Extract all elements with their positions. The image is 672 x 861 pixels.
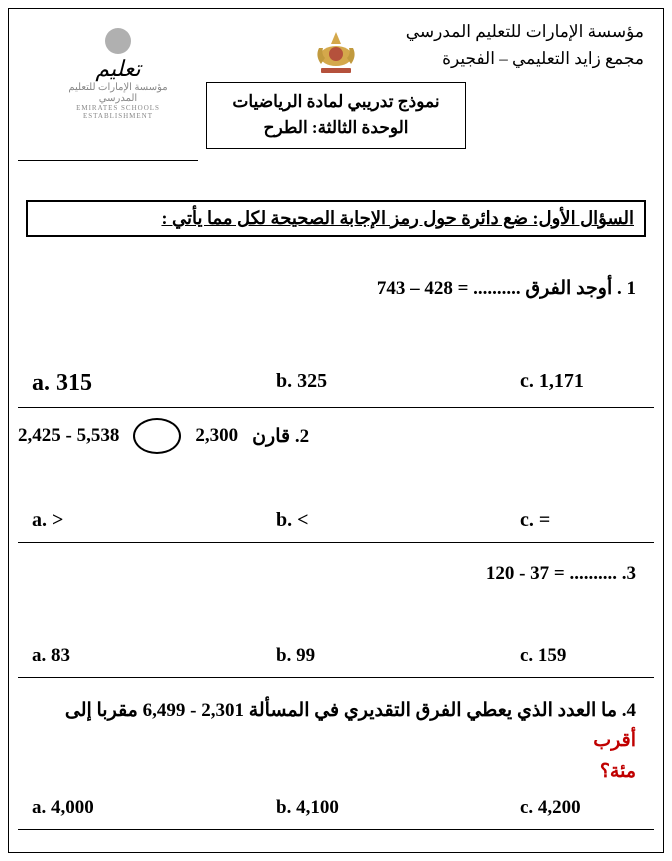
logo-sub-en: EMIRATES SCHOOLS ESTABLISHMENT bbox=[48, 104, 188, 120]
q1-text: 1 . أوجد الفرق .......... = 428 – 743 bbox=[18, 258, 654, 304]
org-text: مؤسسة الإمارات للتعليم المدرسي مجمع زايد… bbox=[406, 18, 644, 72]
title-line2: الوحدة الثالثة: الطرح bbox=[211, 115, 461, 141]
title-line1: نموذج تدريبي لمادة الرياضيات bbox=[211, 89, 461, 115]
q3-answers: a. 83 b. 99 c. 159 bbox=[18, 645, 654, 678]
q2-right: 5,538 - 2,425 bbox=[18, 425, 119, 447]
q2-opt-a[interactable]: a. > bbox=[32, 509, 152, 532]
q2-opt-b[interactable]: b. < bbox=[276, 509, 396, 532]
uae-emblem bbox=[311, 26, 361, 76]
q2-opt-c[interactable]: c. = bbox=[520, 509, 640, 532]
instruction-box: السؤال الأول: ضع دائرة حول رمز الإجابة ا… bbox=[26, 200, 646, 237]
q3-text: 3. .......... = 37 - 120 bbox=[18, 543, 654, 589]
q1-opt-b[interactable]: b. 325 bbox=[276, 370, 396, 397]
question-4: 4. ما العدد الذي يعطي الفرق التقديري في … bbox=[18, 680, 654, 830]
q2-oval[interactable] bbox=[133, 418, 181, 454]
q2-line: 2. قارن 2,300 5,538 - 2,425 bbox=[18, 408, 654, 454]
q4-opt-c[interactable]: c. 4,200 bbox=[520, 797, 640, 819]
header: مؤسسة الإمارات للتعليم المدرسي مجمع زايد… bbox=[18, 18, 654, 138]
q4-opt-a[interactable]: a. 4,000 bbox=[32, 797, 152, 819]
q4-answers: a. 4,000 b. 4,100 c. 4,200 bbox=[18, 797, 654, 830]
org-line2: مجمع زايد التعليمي – الفجيرة bbox=[406, 45, 644, 72]
q3-opt-a[interactable]: a. 83 bbox=[32, 645, 152, 667]
left-divider bbox=[18, 160, 198, 161]
logo-left: تعليم مؤسسة الإمارات للتعليم المدرسي EMI… bbox=[48, 28, 188, 120]
title-box: نموذج تدريبي لمادة الرياضيات الوحدة الثا… bbox=[206, 82, 466, 149]
q4-text: 4. ما العدد الذي يعطي الفرق التقديري في … bbox=[18, 680, 654, 787]
q1-opt-c[interactable]: c. 1,171 bbox=[520, 370, 640, 397]
q4-red2: مئة؟ bbox=[600, 761, 636, 782]
q3-opt-b[interactable]: b. 99 bbox=[276, 645, 396, 667]
q4-opt-b[interactable]: b. 4,100 bbox=[276, 797, 396, 819]
q2-answers: a. > b. < c. = bbox=[18, 509, 654, 543]
q1-answers: a. 315 b. 325 c. 1,171 bbox=[18, 370, 654, 408]
question-1: 1 . أوجد الفرق .......... = 428 – 743 a.… bbox=[18, 258, 654, 408]
logo-arabic: تعليم bbox=[48, 56, 188, 82]
q3-opt-c[interactable]: c. 159 bbox=[520, 645, 640, 667]
question-2: 2. قارن 2,300 5,538 - 2,425 a. > b. < c.… bbox=[18, 408, 654, 543]
question-3: 3. .......... = 37 - 120 a. 83 b. 99 c. … bbox=[18, 543, 654, 678]
q1-opt-a[interactable]: a. 315 bbox=[32, 370, 152, 397]
q4-prefix: 4. ما العدد الذي يعطي الفرق التقديري في … bbox=[65, 700, 636, 721]
logo-dot bbox=[105, 28, 131, 54]
q2-label: 2. قارن bbox=[252, 425, 309, 448]
q4-red1: أقرب bbox=[593, 730, 636, 751]
logo-sub-ar: مؤسسة الإمارات للتعليم المدرسي bbox=[48, 82, 188, 104]
q2-left: 2,300 bbox=[195, 425, 238, 447]
org-line1: مؤسسة الإمارات للتعليم المدرسي bbox=[406, 18, 644, 45]
